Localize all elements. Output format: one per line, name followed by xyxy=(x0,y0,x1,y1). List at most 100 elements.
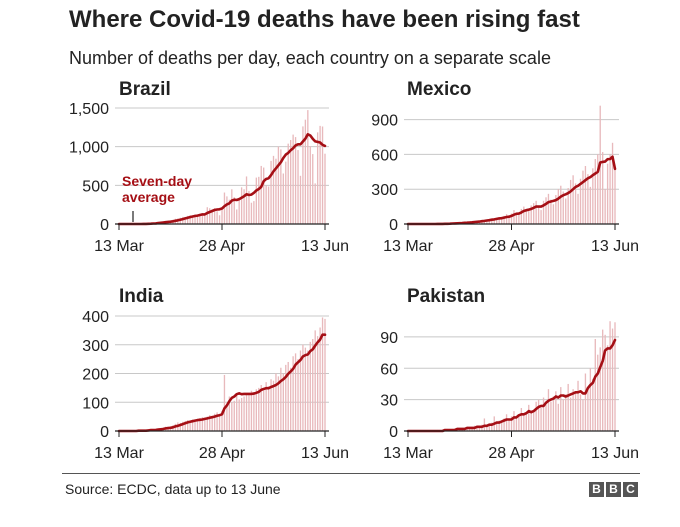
bar xyxy=(324,318,326,431)
bar xyxy=(592,168,594,224)
x-tick-label: 13 Jun xyxy=(301,445,349,462)
bar xyxy=(540,408,542,431)
bar xyxy=(196,216,199,224)
bar xyxy=(204,418,206,431)
bar xyxy=(530,412,532,431)
bar xyxy=(272,155,275,224)
bar xyxy=(223,374,226,431)
bar xyxy=(599,347,601,431)
seven-day-average-line xyxy=(117,333,327,433)
bar xyxy=(594,339,596,431)
bar xyxy=(503,215,505,224)
x-tick-label: 13 Mar xyxy=(383,445,433,462)
y-tick-label: 100 xyxy=(82,395,109,412)
bar xyxy=(184,217,186,224)
bar xyxy=(270,160,272,224)
bar xyxy=(223,192,226,224)
bar xyxy=(226,196,228,224)
x-tick-label: 13 Mar xyxy=(94,445,144,462)
bar xyxy=(609,321,611,431)
bar xyxy=(282,173,284,224)
bar xyxy=(510,213,513,224)
bar xyxy=(184,420,186,431)
bar xyxy=(609,154,611,224)
bar xyxy=(614,168,616,224)
bbc-logo-letter: C xyxy=(623,482,638,497)
bar xyxy=(321,317,324,431)
bar xyxy=(294,137,297,224)
bar xyxy=(191,215,194,224)
bar xyxy=(525,412,527,431)
bar xyxy=(584,166,587,224)
bar xyxy=(579,178,582,224)
bar xyxy=(209,208,211,224)
bar xyxy=(545,197,547,224)
bar xyxy=(182,421,184,431)
bar xyxy=(486,425,488,431)
bar xyxy=(265,382,267,431)
y-tick-label: 0 xyxy=(100,217,109,234)
bar xyxy=(316,336,319,431)
bar xyxy=(602,329,604,431)
y-tick-label: 0 xyxy=(100,424,109,441)
bar xyxy=(324,153,326,224)
bar xyxy=(530,205,532,224)
bar xyxy=(233,197,235,224)
footer-divider xyxy=(62,473,640,474)
bar xyxy=(218,215,221,224)
bar xyxy=(201,213,204,224)
bar xyxy=(508,420,510,431)
bar xyxy=(270,379,272,431)
bar xyxy=(533,203,535,224)
bar xyxy=(587,174,589,224)
bar xyxy=(614,322,616,431)
x-tick-label: 28 Apr xyxy=(199,238,246,255)
bar xyxy=(498,217,500,224)
bar xyxy=(314,330,316,431)
x-tick-label: 13 Jun xyxy=(301,238,349,255)
bar xyxy=(312,339,314,431)
bbc-logo-letter: B xyxy=(606,482,621,497)
bar xyxy=(496,217,498,224)
bar xyxy=(528,211,530,224)
bar xyxy=(314,183,316,224)
panel-title-pakistan: Pakistan xyxy=(407,286,486,307)
bar xyxy=(309,341,311,431)
bar xyxy=(611,328,614,431)
bar xyxy=(486,219,488,224)
bar xyxy=(307,350,309,431)
bar xyxy=(297,150,299,224)
bar xyxy=(228,396,231,431)
bar xyxy=(216,412,218,431)
bar xyxy=(253,392,255,431)
bar xyxy=(263,167,265,224)
bar xyxy=(250,202,253,224)
bar xyxy=(577,193,579,224)
bar xyxy=(569,179,572,224)
bar xyxy=(299,350,302,431)
bar xyxy=(468,427,471,431)
x-tick-label: 28 Apr xyxy=(488,238,535,255)
y-tick-label: 0 xyxy=(389,424,398,441)
bar xyxy=(258,387,260,431)
bar xyxy=(213,208,216,224)
bar xyxy=(547,389,550,431)
bar xyxy=(292,134,294,224)
panel-title-mexico: Mexico xyxy=(407,79,472,100)
bar xyxy=(243,396,245,431)
bar xyxy=(572,389,574,431)
bar xyxy=(505,414,508,431)
bar xyxy=(518,214,520,224)
bar xyxy=(491,218,493,224)
bar xyxy=(191,419,194,431)
y-tick-label: 90 xyxy=(380,330,398,347)
bar xyxy=(594,159,596,224)
bar xyxy=(542,397,545,431)
bar xyxy=(290,367,292,431)
bar xyxy=(579,394,582,431)
x-tick-label: 13 Jun xyxy=(591,445,639,462)
annotation-text: Seven-day xyxy=(122,173,192,189)
bar xyxy=(515,417,518,431)
y-tick-label: 400 xyxy=(82,309,109,326)
bar xyxy=(537,206,540,224)
